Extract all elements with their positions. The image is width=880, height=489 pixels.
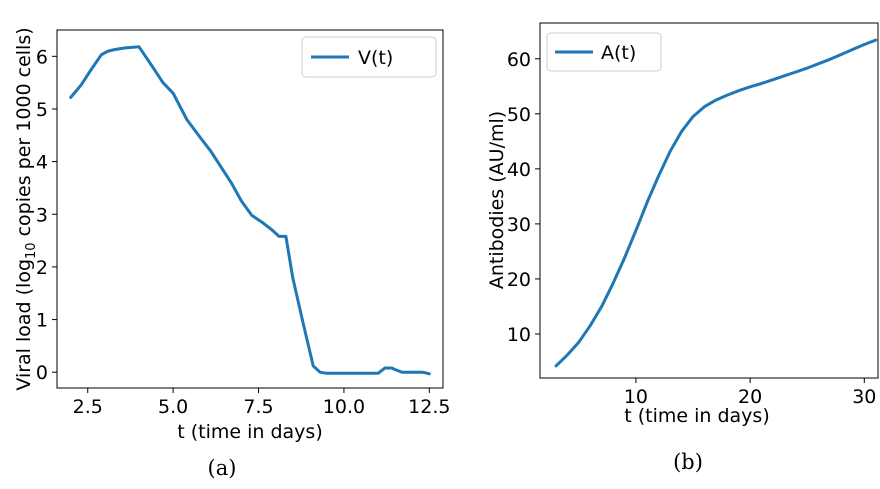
panel-a-y-tick-label: 0 [36, 362, 48, 384]
panel-a-plot-frame [56, 29, 444, 389]
panel-a-y-tick-label: 4 [36, 152, 48, 174]
panel-b-y-tick-label: 40 [507, 159, 531, 181]
panel-b-x-tick-label: 20 [738, 386, 762, 408]
panel-b-y-axis-label: Antibodies (AU/ml) [486, 111, 508, 289]
panel-a-y-axis-label-subscript: 10 [24, 242, 39, 259]
panel-a-y-tick-label: 6 [36, 46, 48, 68]
panel-a-x-tick-label: 7.5 [243, 396, 273, 418]
panel-b-antibodies: 10 20 30 10 20 30 40 50 60 t (time in days) Ant… [486, 22, 879, 474]
panel-b-caption: (b) [673, 450, 703, 474]
panel-b-series-line [554, 38, 878, 368]
panel-a-x-tick-label: 10.0 [323, 396, 365, 418]
panel-b-y-ticks: 10 20 30 40 50 60 [507, 49, 540, 346]
panel-b-x-tick-label: 30 [852, 386, 876, 408]
panel-a-y-axis-label-rest: copies per 1000 cells) [13, 27, 35, 242]
panel-a-x-tick-label: 2.5 [73, 396, 103, 418]
panel-b-y-tick-label: 10 [507, 324, 531, 346]
panel-a-legend: V(t) [301, 36, 437, 78]
panel-a-y-tick-label: 3 [36, 204, 48, 226]
panel-b-y-tick-label: 60 [507, 49, 531, 71]
panel-a-x-ticks: 2.5 5.0 7.5 10.0 12.5 [73, 388, 450, 418]
panel-b-y-tick-label: 20 [507, 269, 531, 291]
panel-a-y-tick-label: 5 [36, 99, 48, 121]
panel-a-y-axis-label-main: Viral load (log [13, 259, 35, 391]
panel-b-y-tick-label: 30 [507, 214, 531, 236]
panel-a-legend-box [301, 36, 437, 78]
panel-a-series-line [69, 45, 431, 376]
panel-b-legend-label: A(t) [601, 42, 636, 64]
panel-a-x-axis-label: t (time in days) [177, 421, 323, 443]
panel-a-y-axis-label: Viral load (log10 copies per 1000 cells) [13, 27, 39, 390]
panel-a-caption: (a) [208, 456, 237, 480]
panel-b-x-axis-label: t (time in days) [624, 405, 770, 427]
panel-b-x-ticks: 10 20 30 [624, 378, 876, 408]
panel-a-y-ticks: 0 1 2 3 4 5 6 [36, 46, 57, 384]
panel-b-plot-frame [539, 22, 879, 379]
panel-a-y-tick-label: 1 [36, 310, 48, 332]
panel-a-x-tick-label: 12.5 [408, 396, 450, 418]
panel-a-x-tick-label: 5.0 [158, 396, 188, 418]
panel-b-legend-box [546, 32, 662, 72]
panel-a-legend-label: V(t) [358, 47, 393, 69]
panel-b-x-tick-label: 10 [624, 386, 648, 408]
panel-a-y-tick-label: 2 [36, 257, 48, 279]
panel-b-legend: A(t) [546, 32, 662, 72]
panel-a-viral-load: 2.5 5.0 7.5 10.0 12.5 0 1 2 3 4 5 6 t (time in day… [13, 27, 450, 480]
panel-b-y-tick-label: 50 [507, 104, 531, 126]
